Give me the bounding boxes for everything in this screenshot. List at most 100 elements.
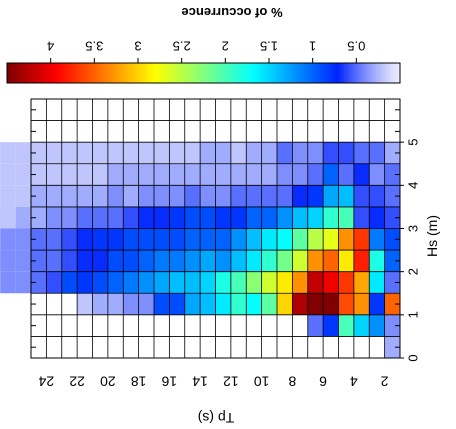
heatmap-cell xyxy=(369,229,384,251)
heatmap-cell xyxy=(262,164,277,186)
heatmap-cell xyxy=(123,229,138,251)
heatmap-cell xyxy=(0,272,15,294)
heatmap-cell xyxy=(231,293,246,315)
heatmap-cell xyxy=(108,164,123,186)
heatmap-cell xyxy=(339,207,354,229)
heatmap-cell xyxy=(246,207,261,229)
heatmap-cell xyxy=(354,293,369,315)
heatmap-cell xyxy=(262,142,277,164)
heatmap-cell xyxy=(369,293,384,315)
heatmap-cell xyxy=(339,142,354,164)
heatmap-cell xyxy=(77,250,92,272)
heatmap-cell xyxy=(16,142,31,164)
heatmap-cell xyxy=(154,207,169,229)
heatmap-cell xyxy=(93,185,108,207)
heatmap-cell xyxy=(139,185,154,207)
heatmap-cell xyxy=(62,207,77,229)
heatmap-cell xyxy=(62,142,77,164)
heatmap-cell xyxy=(277,250,292,272)
hs-tick-label: 2 xyxy=(405,268,420,275)
heatmap-cell xyxy=(277,164,292,186)
heatmap-cell xyxy=(354,250,369,272)
heatmap-cell xyxy=(93,142,108,164)
heatmap-cell xyxy=(46,229,61,251)
colorbar-tick-label: 2.5 xyxy=(173,39,191,54)
heatmap-cell xyxy=(62,272,77,294)
heatmap-cell xyxy=(123,142,138,164)
heatmap-cell xyxy=(16,207,31,229)
heatmap-cell xyxy=(231,185,246,207)
heatmap-cell xyxy=(216,142,231,164)
heatmap-cell xyxy=(277,229,292,251)
heatmap-cell xyxy=(185,207,200,229)
heatmap-cell xyxy=(93,250,108,272)
heatmap-cell xyxy=(154,142,169,164)
heatmap-cell xyxy=(323,164,338,186)
heatmap-cell xyxy=(62,164,77,186)
heatmap-cell xyxy=(123,272,138,294)
heatmap-cell xyxy=(108,250,123,272)
heatmap-cell xyxy=(308,142,323,164)
heatmap-cell xyxy=(354,142,369,164)
heatmap-cell xyxy=(262,250,277,272)
heatmap-cell xyxy=(292,185,307,207)
heatmap-cell xyxy=(292,272,307,294)
heatmap-cell xyxy=(139,207,154,229)
heatmap-cell xyxy=(308,315,323,337)
heatmap-cell xyxy=(354,272,369,294)
tp-tick-label: 8 xyxy=(288,373,296,389)
x-axis-label: Tp (s) xyxy=(198,410,235,426)
tp-tick-label: 4 xyxy=(350,373,358,389)
heatmap-cell xyxy=(123,293,138,315)
heatmap-cell xyxy=(216,185,231,207)
heatmap-cell xyxy=(216,250,231,272)
heatmap-cell xyxy=(323,272,338,294)
heatmap-cell xyxy=(108,272,123,294)
heatmap-cell xyxy=(323,229,338,251)
heatmap-cell xyxy=(154,272,169,294)
heatmap-cell xyxy=(200,272,215,294)
colorbar-ticks: 0.511.522.533.54 xyxy=(47,39,365,63)
heatmap-cell xyxy=(277,293,292,315)
hs-tick-label: 1 xyxy=(405,311,420,318)
hs-tick-label: 5 xyxy=(405,139,420,146)
heatmap-cell xyxy=(169,250,184,272)
heatmap-cell xyxy=(77,229,92,251)
heatmap-cell xyxy=(139,250,154,272)
heatmap-cell xyxy=(200,293,215,315)
heatmap-cell xyxy=(139,164,154,186)
heatmap-cell xyxy=(323,250,338,272)
heatmap-cell xyxy=(308,229,323,251)
heatmap-cell xyxy=(77,272,92,294)
heatmap-cell xyxy=(0,164,15,186)
heatmap-cell xyxy=(216,272,231,294)
heatmap-cell xyxy=(123,207,138,229)
heatmap-cell xyxy=(154,229,169,251)
heatmap-cell xyxy=(169,272,184,294)
heatmap-cell xyxy=(0,207,15,229)
heatmap-cell xyxy=(0,142,15,164)
heatmap-cell xyxy=(108,229,123,251)
heatmap-cell xyxy=(339,272,354,294)
heatmap-cell xyxy=(200,185,215,207)
heatmap-cell xyxy=(200,229,215,251)
heatmap-cell xyxy=(169,207,184,229)
heatmap-cell xyxy=(323,207,338,229)
heatmap-cell xyxy=(277,207,292,229)
heatmap-cell xyxy=(169,185,184,207)
heatmap-cell xyxy=(16,229,31,251)
heatmap-cell xyxy=(46,272,61,294)
heatmap-cell xyxy=(369,207,384,229)
tp-tick-label: 6 xyxy=(319,373,327,389)
colorbar-tick-label: 2 xyxy=(222,39,229,54)
heatmap-cell xyxy=(77,164,92,186)
heatmap-cell xyxy=(169,142,184,164)
colorbar-tick-label: 3.5 xyxy=(85,39,103,54)
heatmap-cell xyxy=(77,207,92,229)
heatmap-cell xyxy=(46,250,61,272)
heatmap-cell xyxy=(262,207,277,229)
tp-tick-label: 20 xyxy=(100,373,116,389)
heatmap-cell xyxy=(277,185,292,207)
